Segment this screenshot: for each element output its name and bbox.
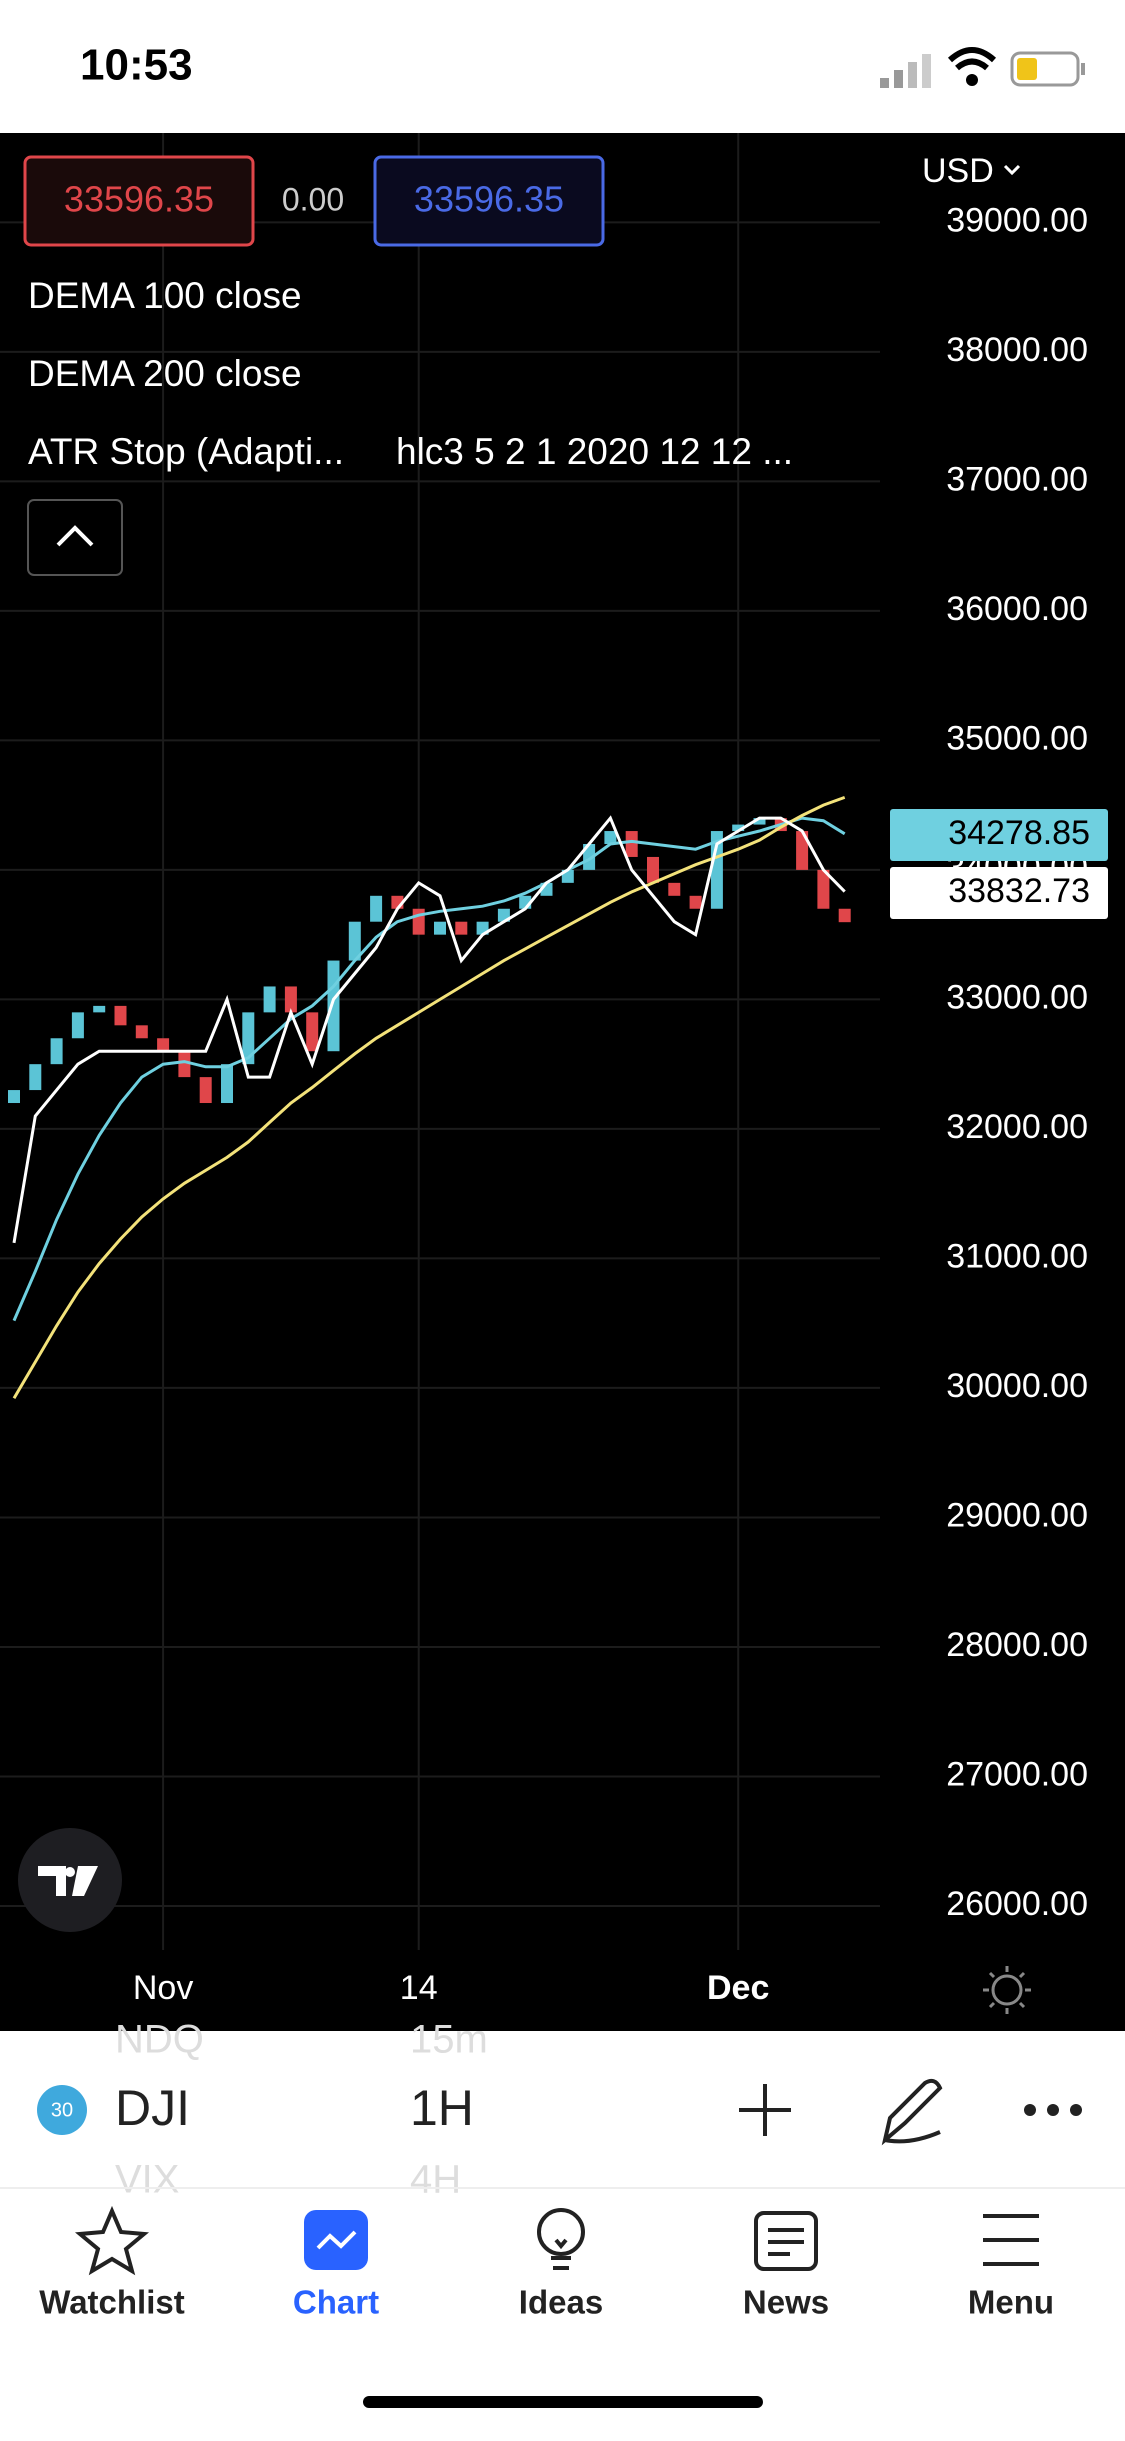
tab-label[interactable]: Menu	[968, 2284, 1054, 2321]
y-tick-label: 39000.00	[946, 201, 1088, 239]
candle	[434, 921, 446, 935]
y-tick-label: 28000.00	[946, 1626, 1088, 1664]
spread: 0.00	[282, 181, 344, 217]
indicator-params: hlc3 5 2 1 2020 12 12 ...	[396, 431, 793, 472]
y-tick-label: 33000.00	[946, 978, 1088, 1016]
tab-label[interactable]: Watchlist	[39, 2284, 184, 2321]
indicator-label[interactable]: DEMA 100 close	[28, 275, 302, 316]
y-tick-label: 31000.00	[946, 1237, 1088, 1275]
price-tag	[890, 809, 1108, 861]
settings-icon[interactable]	[983, 1966, 1031, 2014]
y-tick-label: 27000.00	[946, 1755, 1088, 1793]
candle	[221, 1064, 233, 1104]
plot: 26000.00 27000.00 28000.00 29000.00 30000.00…	[0, 133, 1108, 2007]
bid-box[interactable]	[23, 155, 255, 247]
candle	[284, 986, 297, 1013]
candle	[817, 869, 830, 909]
candle	[604, 831, 617, 844]
currency-caret	[1003, 164, 1021, 176]
badge-text: 30	[51, 2099, 73, 2121]
add-button[interactable]	[739, 2084, 791, 2136]
candle	[93, 1005, 106, 1013]
candle	[306, 1012, 319, 1052]
y-tick-label: 37000.00	[946, 460, 1088, 498]
x-tick-label: 14	[400, 1969, 438, 2007]
tab-label[interactable]: News	[743, 2284, 829, 2321]
candle	[327, 960, 340, 1052]
candle	[838, 908, 851, 923]
y-tick-label: 38000.00	[946, 331, 1088, 369]
draw-button[interactable]	[881, 2078, 943, 2146]
y-tick-label: 26000.00	[946, 1885, 1088, 1923]
candle	[625, 831, 638, 857]
symbol[interactable]: DJI	[115, 2080, 190, 2136]
ask-box[interactable]	[373, 155, 605, 247]
status-icons	[880, 47, 1085, 88]
indicator-line	[12, 815, 846, 1244]
candle	[412, 908, 425, 935]
collapse-button[interactable]	[27, 499, 123, 576]
candle	[178, 1051, 191, 1078]
tab-bar: Watchlist Chart Ideas News Menu	[39, 2284, 1054, 2321]
candle	[689, 895, 702, 909]
symbol-badge	[37, 2085, 87, 2135]
y-tick-label: 35000.00	[946, 719, 1088, 757]
home-indicator	[363, 2396, 763, 2408]
y-tick-label: 32000.00	[946, 1108, 1088, 1146]
chart-area	[0, 133, 1125, 2031]
currency[interactable]: USD	[922, 152, 994, 190]
price-tag	[890, 867, 1108, 919]
status-bar	[0, 0, 1125, 133]
y-tick-label: 36000.00	[946, 590, 1088, 628]
more-button[interactable]	[1024, 2104, 1082, 2116]
candle	[114, 1005, 127, 1026]
candle	[29, 1064, 42, 1091]
candle	[796, 831, 809, 870]
y-tick-label: 30000.00	[946, 1367, 1088, 1405]
symbol-prev[interactable]: NDQ	[115, 2018, 204, 2062]
interval-next[interactable]: 4H	[410, 2158, 461, 2202]
candle	[71, 1012, 84, 1039]
tab-label[interactable]: Ideas	[519, 2284, 603, 2321]
candle	[263, 986, 276, 1013]
x-tick-label: Dec	[707, 1969, 769, 2007]
interval[interactable]: 1H	[410, 2080, 474, 2136]
candle	[583, 844, 596, 870]
candle	[199, 1077, 212, 1104]
candle	[8, 1090, 20, 1104]
candle	[135, 1025, 148, 1039]
tradingview-logo[interactable]	[18, 1828, 122, 1932]
candle	[157, 1038, 170, 1052]
candle	[732, 824, 745, 832]
price-tag-label: 34278.85	[948, 814, 1090, 852]
indicator-label[interactable]: DEMA 200 close	[28, 353, 302, 394]
candle	[753, 818, 766, 825]
candle	[647, 856, 659, 883]
x-tick-label: Nov	[133, 1969, 193, 2007]
indicator-line	[12, 816, 846, 1322]
candle	[370, 895, 383, 922]
symbol-next[interactable]: VIX	[115, 2158, 179, 2202]
ask-price: 33596.35	[414, 179, 564, 220]
bid-price: 33596.35	[64, 179, 214, 220]
candle	[50, 1038, 63, 1065]
indicator-label[interactable]: ATR Stop (Adapti...	[28, 431, 344, 472]
indicator-line	[12, 795, 846, 1400]
time: 10:53	[80, 41, 193, 90]
tab-icons	[74, 2205, 1039, 2276]
bottom-panel	[0, 2031, 1125, 2436]
candle	[668, 882, 681, 896]
candle	[348, 921, 361, 961]
candle	[455, 921, 468, 935]
price-tag-label: 33832.73	[948, 872, 1090, 910]
candle	[242, 1012, 255, 1065]
interval-prev[interactable]: 15m	[410, 2018, 488, 2062]
y-tick-label: 29000.00	[946, 1496, 1088, 1534]
tab-label[interactable]: Chart	[293, 2284, 379, 2321]
